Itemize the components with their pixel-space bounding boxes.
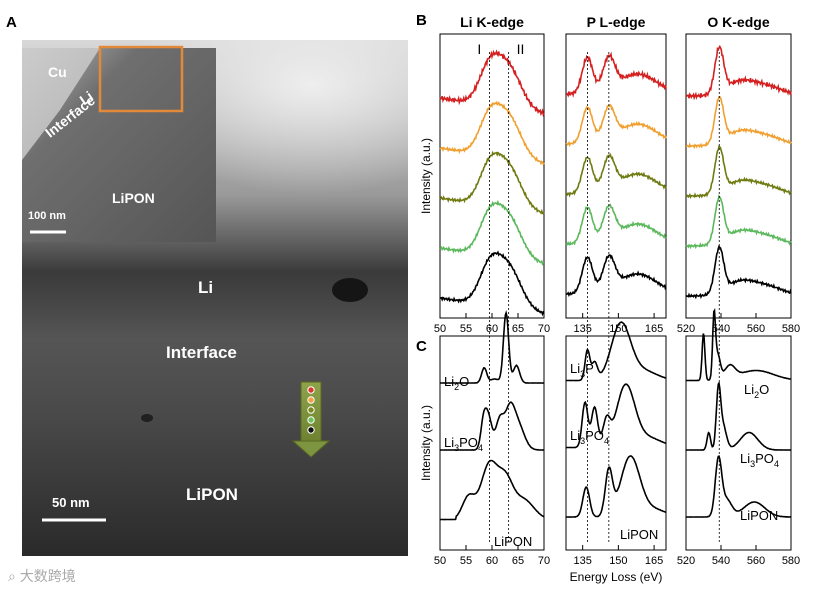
x-tick-label: 135 bbox=[573, 323, 591, 335]
reference-label: I bbox=[477, 41, 481, 57]
chart-title: O K-edge bbox=[707, 14, 769, 30]
scalebar-label: 50 nm bbox=[52, 495, 90, 510]
reference-spectrum-line bbox=[439, 459, 545, 521]
plot-frame bbox=[685, 33, 792, 319]
reference-label: LiPON bbox=[620, 527, 658, 542]
spectrum-line bbox=[685, 145, 792, 200]
arrow-dot bbox=[307, 386, 315, 394]
arrow-head bbox=[291, 440, 331, 458]
x-tick-label: 165 bbox=[645, 555, 663, 567]
watermark-icon: ⌕ bbox=[8, 568, 16, 584]
y-axis-label: Intensity (a.u.) bbox=[419, 138, 433, 214]
x-tick-label: 50 bbox=[434, 323, 446, 335]
spectrum-line bbox=[565, 203, 667, 246]
inset-label-cu: Cu bbox=[48, 64, 67, 80]
spectrum-line bbox=[439, 100, 545, 166]
panel-label-c: C bbox=[416, 338, 427, 355]
reference-label: LiPON bbox=[494, 534, 532, 549]
inset-scalebar-label: 100 nm bbox=[28, 210, 66, 222]
spectrum-line bbox=[565, 103, 667, 148]
arrow-dot bbox=[307, 416, 315, 424]
spectrum-line bbox=[685, 244, 792, 300]
x-tick-label: 50 bbox=[434, 555, 446, 567]
x-tick-label: 520 bbox=[677, 323, 695, 335]
x-tick-label: 55 bbox=[460, 323, 472, 335]
reference-label: II bbox=[517, 41, 525, 57]
spectrum-line bbox=[685, 194, 792, 250]
chart-c-4: 135 150 165 Energy Loss (eV) Li3P Li3PO4 LiPON bbox=[565, 321, 667, 584]
reference-spectrum-line bbox=[565, 321, 667, 382]
x-tick-label: 540 bbox=[712, 555, 730, 567]
reference-spectrum-line bbox=[439, 309, 545, 384]
x-tick-label: 65 bbox=[512, 323, 524, 335]
reference-label: Li3PO4 bbox=[570, 428, 609, 446]
reference-label: Li3PO4 bbox=[740, 451, 779, 469]
x-axis-label: Energy Loss (eV) bbox=[570, 570, 663, 584]
x-tick-label: 580 bbox=[782, 323, 800, 335]
label-lipon: LiPON bbox=[186, 485, 238, 504]
x-tick-label: 560 bbox=[747, 555, 765, 567]
x-tick-label: 560 bbox=[747, 323, 765, 335]
watermark: ⌕ 大数跨境 bbox=[8, 568, 76, 584]
x-tick-label: 150 bbox=[609, 323, 627, 335]
x-tick-label: 165 bbox=[645, 323, 663, 335]
spectrum-line bbox=[439, 250, 545, 317]
label-interface: Interface bbox=[166, 343, 237, 362]
chart-b-1: 135 150 165 P L-edge bbox=[565, 14, 667, 335]
plot-frame bbox=[685, 335, 792, 551]
chart-title: P L-edge bbox=[587, 14, 646, 30]
x-tick-label: 55 bbox=[460, 555, 472, 567]
plot-frame bbox=[439, 33, 545, 319]
inset-label-lipon: LiPON bbox=[112, 190, 155, 206]
plot-frame bbox=[565, 33, 667, 319]
x-tick-label: 60 bbox=[486, 555, 498, 567]
panel-label-a: A bbox=[6, 14, 17, 31]
reference-spectrum-line bbox=[685, 455, 792, 518]
x-tick-label: 135 bbox=[573, 555, 591, 567]
label-li: Li bbox=[198, 278, 214, 297]
y-axis-label: Intensity (a.u.) bbox=[419, 405, 433, 481]
x-tick-label: 65 bbox=[512, 555, 524, 567]
chart-c-5: 520 540 560 580 Li2O Li3PO4 LiPON bbox=[677, 307, 800, 567]
reference-label: Li2O bbox=[744, 382, 769, 400]
x-tick-label: 70 bbox=[538, 323, 550, 335]
spectrum-line bbox=[439, 199, 545, 266]
reference-spectrum-line bbox=[685, 380, 792, 451]
spectrum-line bbox=[439, 150, 545, 215]
x-tick-label: 70 bbox=[538, 555, 550, 567]
inset-highlight-box bbox=[98, 45, 184, 113]
reference-spectrum-line bbox=[685, 307, 791, 382]
reference-spectrum-line bbox=[439, 401, 545, 451]
reference-spectrum-line bbox=[565, 455, 667, 518]
reference-label: Li3P bbox=[570, 361, 594, 379]
arrow-dot bbox=[307, 396, 315, 404]
reference-label: Li2O bbox=[444, 374, 469, 392]
panel-label-b: B bbox=[416, 12, 427, 29]
spectrum-line bbox=[565, 51, 667, 98]
spectrum-line bbox=[685, 95, 792, 150]
spectrum-line bbox=[685, 44, 792, 101]
arrow-dot bbox=[307, 426, 315, 434]
x-tick-label: 520 bbox=[677, 555, 695, 567]
spectrum-line bbox=[565, 254, 667, 298]
spectrum-line bbox=[439, 49, 545, 118]
reference-label: Li3PO4 bbox=[444, 435, 483, 453]
arrow-dot bbox=[307, 406, 315, 414]
spectrum-line bbox=[565, 152, 667, 198]
chart-title: Li K-edge bbox=[460, 14, 524, 30]
x-tick-label: 60 bbox=[486, 323, 498, 335]
chart-c-3: 50 55 60 65 70 Intensity (a.u.) Li2O Li3PO4 LiPO… bbox=[419, 309, 550, 567]
x-tick-label: 150 bbox=[609, 555, 627, 567]
x-tick-label: 580 bbox=[782, 555, 800, 567]
reference-spectrum-line bbox=[565, 383, 667, 449]
reference-label: LiPON bbox=[740, 508, 778, 523]
